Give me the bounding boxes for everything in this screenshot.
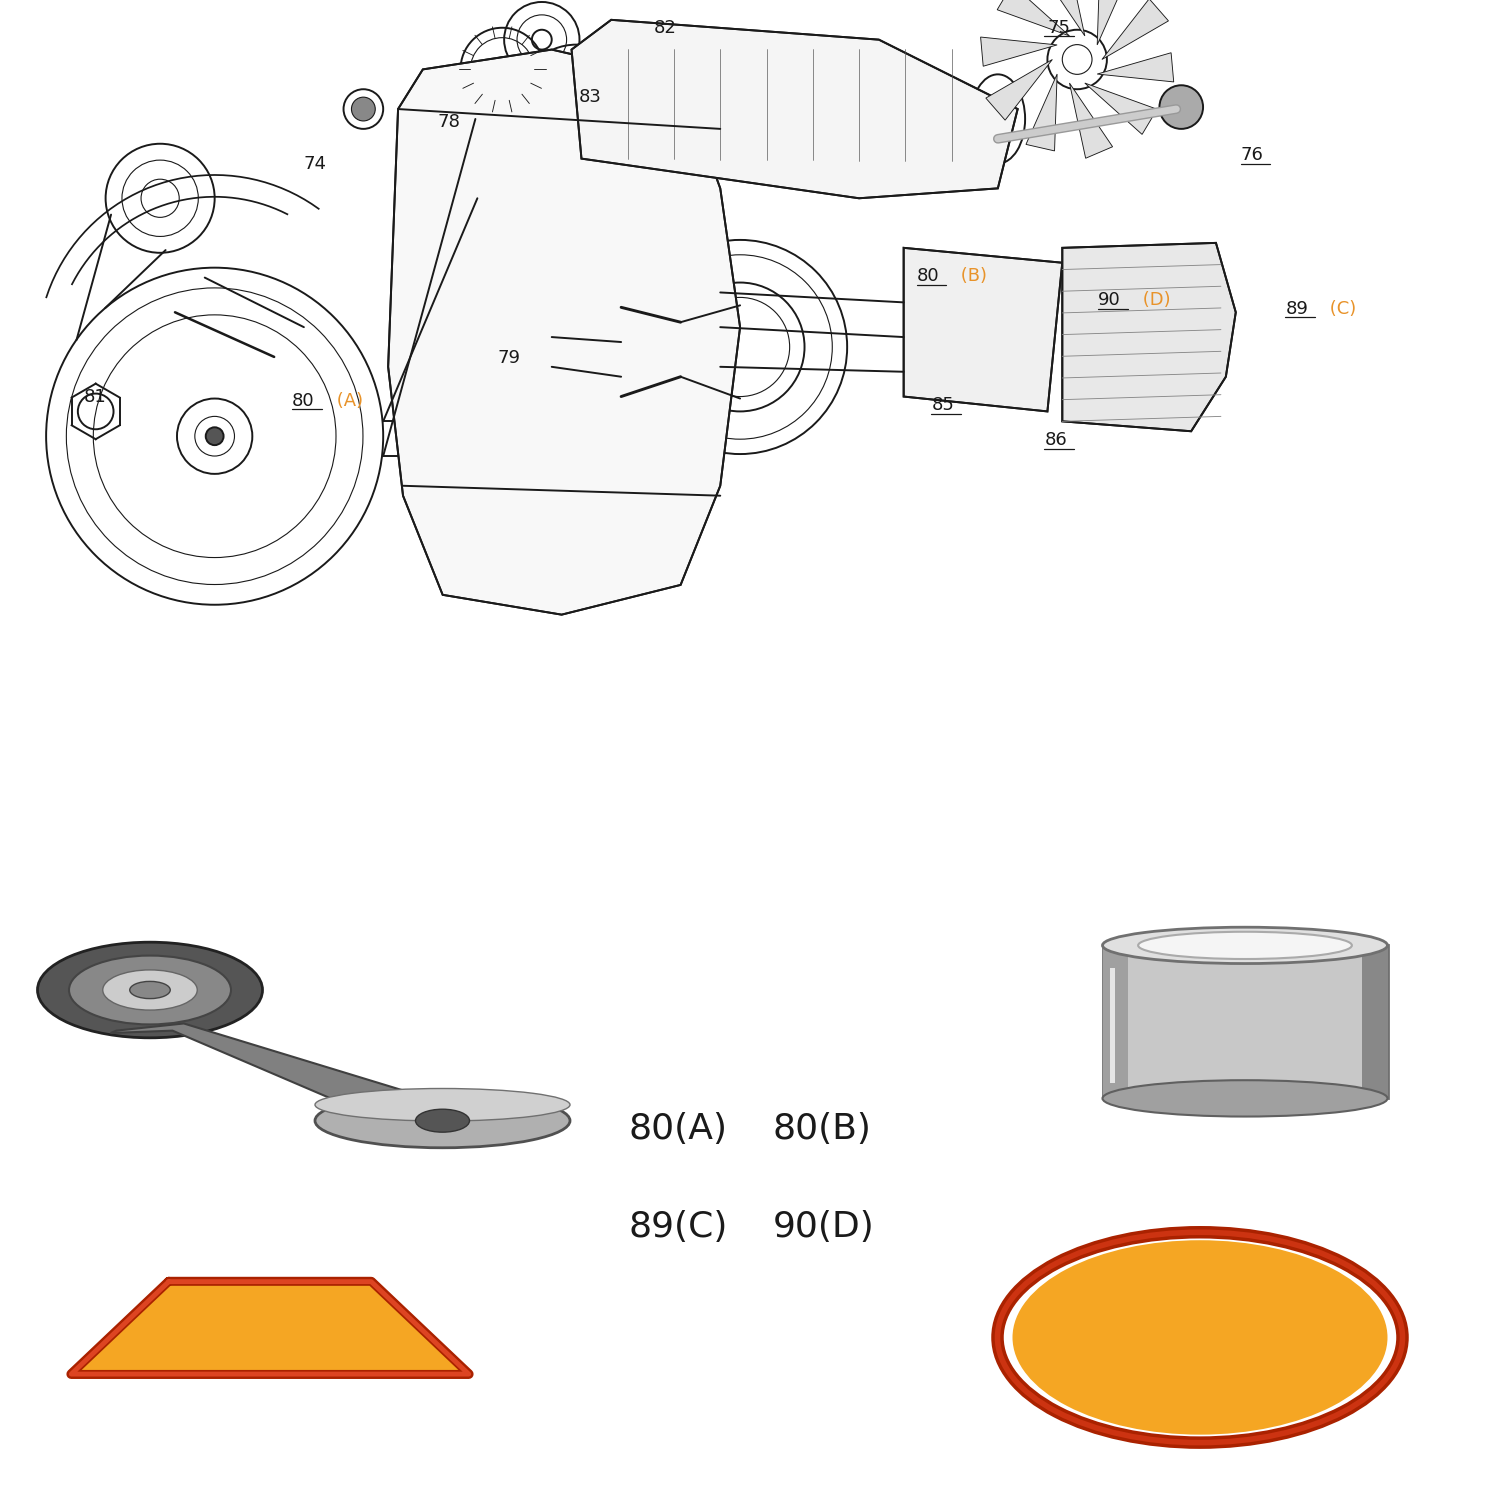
- Bar: [1362, 945, 1388, 1098]
- Circle shape: [939, 304, 994, 360]
- Circle shape: [1160, 86, 1203, 129]
- Text: 75: 75: [1047, 18, 1071, 36]
- Polygon shape: [1070, 82, 1113, 159]
- Ellipse shape: [978, 368, 1008, 390]
- Circle shape: [129, 981, 170, 999]
- Bar: [1110, 969, 1116, 1083]
- Polygon shape: [1102, 0, 1168, 60]
- Ellipse shape: [939, 356, 968, 378]
- Text: Trapezoid ring: Trapezoid ring: [530, 1440, 728, 1468]
- Polygon shape: [388, 50, 740, 615]
- Polygon shape: [998, 0, 1070, 36]
- Polygon shape: [1026, 74, 1057, 152]
- Circle shape: [102, 970, 198, 1010]
- Circle shape: [416, 1108, 470, 1132]
- Ellipse shape: [1138, 932, 1352, 958]
- Bar: [1102, 945, 1128, 1098]
- Polygon shape: [111, 1023, 510, 1143]
- Text: 80(B): 80(B): [772, 1112, 871, 1146]
- Ellipse shape: [1102, 927, 1388, 963]
- Text: 82: 82: [654, 18, 676, 36]
- Ellipse shape: [978, 312, 1008, 333]
- Circle shape: [538, 130, 574, 166]
- Text: 80: 80: [292, 392, 315, 410]
- Bar: [1102, 945, 1388, 1098]
- Text: 80(A): 80(A): [628, 1112, 728, 1146]
- Text: Connecting rod: Connecting rod: [514, 904, 728, 932]
- Polygon shape: [903, 248, 1062, 411]
- Ellipse shape: [315, 1089, 570, 1120]
- Polygon shape: [1062, 243, 1236, 432]
- Text: 76: 76: [1240, 147, 1263, 165]
- Text: 89(C): 89(C): [628, 1210, 728, 1243]
- Circle shape: [351, 98, 375, 122]
- Text: 90(D): 90(D): [772, 1210, 874, 1243]
- Polygon shape: [986, 60, 1053, 120]
- Circle shape: [912, 375, 936, 399]
- Text: 83: 83: [579, 87, 602, 105]
- Text: 78: 78: [438, 114, 460, 132]
- Text: 85: 85: [932, 396, 954, 414]
- Polygon shape: [981, 38, 1058, 66]
- Text: (B): (B): [956, 267, 987, 285]
- Ellipse shape: [315, 1094, 570, 1148]
- Ellipse shape: [1013, 1240, 1388, 1434]
- Polygon shape: [572, 20, 1017, 198]
- Circle shape: [1016, 266, 1040, 290]
- Text: (D): (D): [1137, 291, 1170, 309]
- Text: (C): (C): [1324, 300, 1356, 318]
- Text: 89: 89: [1286, 300, 1308, 318]
- Circle shape: [69, 956, 231, 1024]
- Polygon shape: [1096, 0, 1128, 45]
- Text: 80: 80: [916, 267, 939, 285]
- Polygon shape: [1084, 82, 1156, 135]
- Text: 90: 90: [1098, 291, 1120, 309]
- Text: 86: 86: [1044, 430, 1066, 448]
- Ellipse shape: [1102, 1080, 1388, 1116]
- Circle shape: [206, 427, 224, 445]
- Circle shape: [544, 276, 568, 300]
- Polygon shape: [1041, 0, 1084, 36]
- Ellipse shape: [939, 297, 968, 318]
- Circle shape: [912, 256, 936, 279]
- Text: (A): (A): [330, 392, 363, 410]
- Circle shape: [38, 942, 262, 1038]
- Text: 81: 81: [84, 388, 106, 406]
- Polygon shape: [1096, 53, 1173, 82]
- Text: O-Ring: O-Ring: [772, 1440, 867, 1468]
- Circle shape: [1016, 384, 1040, 408]
- Text: Cylinder Sleeve: Cylinder Sleeve: [772, 904, 990, 932]
- Text: 79: 79: [496, 350, 520, 368]
- Text: 74: 74: [304, 154, 327, 172]
- Polygon shape: [70, 1281, 468, 1374]
